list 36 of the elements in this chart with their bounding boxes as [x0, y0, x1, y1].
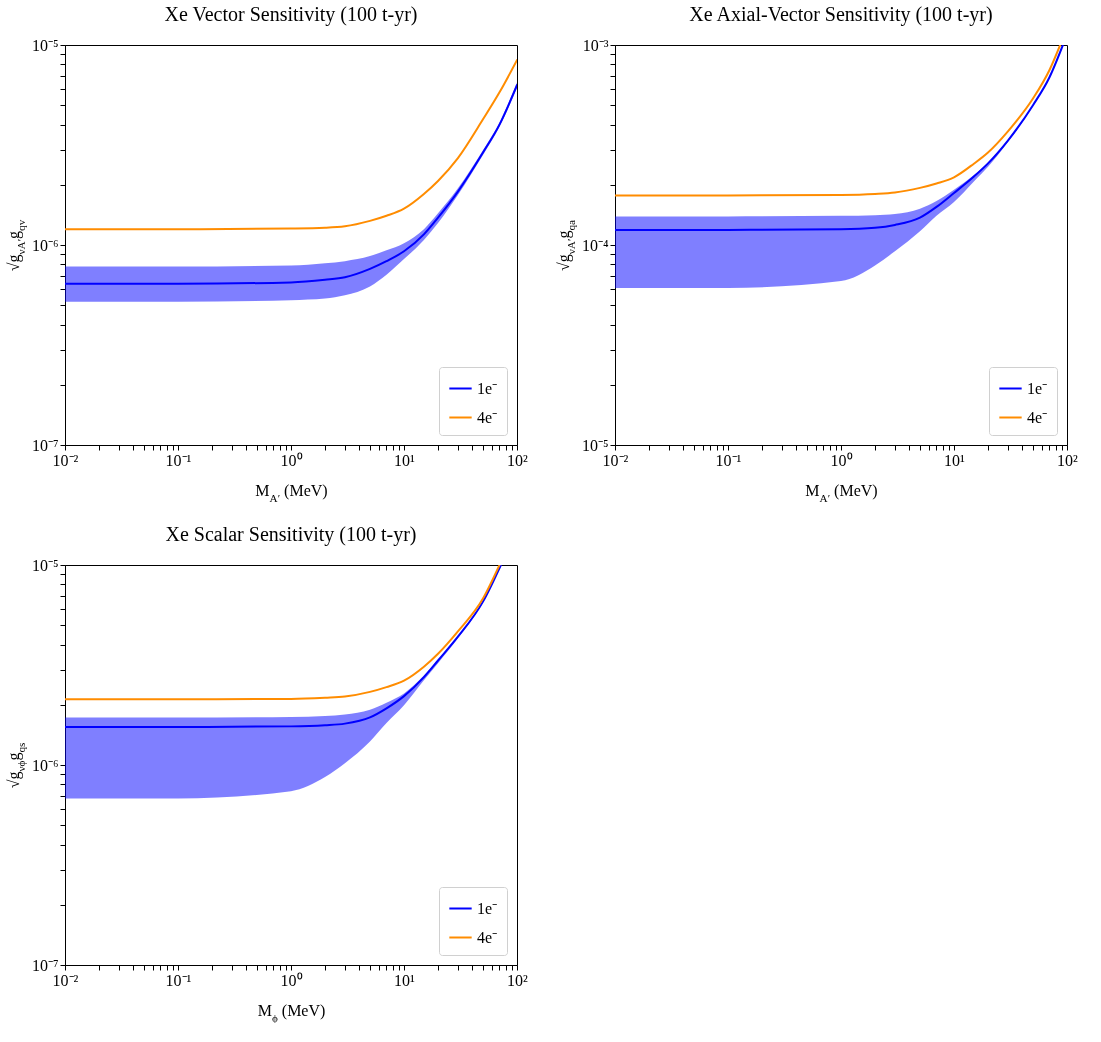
y-tick-label: 10⁻⁵: [581, 436, 609, 454]
legend-label: 1e⁻: [1027, 379, 1048, 397]
x-axis-title: M$_{A′}$ (MeV): [255, 481, 328, 504]
legend-label: 1e⁻: [477, 899, 498, 917]
x-tick-label: 10⁻²: [52, 451, 79, 469]
x-tick-label: 10¹: [394, 451, 416, 469]
x-tick-label: 10⁻¹: [165, 971, 192, 989]
y-tick-label: 10⁻⁷: [31, 436, 59, 454]
x-tick-label: 10⁻²: [52, 971, 79, 989]
x-axis-title: M$_{ϕ}$ (MeV): [257, 1001, 326, 1024]
x-tick-label: 10¹: [944, 451, 966, 469]
x-tick-label: 10²: [507, 971, 529, 989]
x-tick-label: 10⁻¹: [715, 451, 742, 469]
x-tick-label: 10⁰: [280, 451, 303, 469]
x-tick-label: 10²: [1057, 451, 1079, 469]
x-tick-label: 10⁻¹: [165, 451, 192, 469]
legend-label: 1e⁻: [477, 379, 498, 397]
x-tick-label: 10⁰: [830, 451, 853, 469]
y-tick-label: 10⁻⁵: [31, 36, 59, 54]
y-tick-label: 10⁻⁶: [31, 756, 59, 774]
x-axis-title: M$_{A′}$ (MeV): [805, 481, 878, 504]
chart-title: Xe Axial-Vector Sensitivity (100 t-yr): [689, 3, 993, 26]
chart-title: Xe Scalar Sensitivity (100 t-yr): [165, 523, 417, 546]
y-tick-label: 10⁻³: [582, 36, 609, 54]
y-tick-label: 10⁻⁷: [31, 956, 59, 974]
legend-label: 4e⁻: [477, 928, 498, 946]
x-tick-label: 10²: [507, 451, 529, 469]
legend-label: 4e⁻: [1027, 408, 1048, 426]
y-tick-label: 10⁻⁴: [581, 236, 609, 254]
x-tick-label: 10¹: [394, 971, 416, 989]
legend-label: 4e⁻: [477, 408, 498, 426]
x-tick-label: 10⁻²: [602, 451, 629, 469]
x-tick-label: 10⁰: [280, 971, 303, 989]
y-tick-label: 10⁻⁶: [31, 236, 59, 254]
y-tick-label: 10⁻⁵: [31, 556, 59, 574]
chart-title: Xe Vector Sensitivity (100 t-yr): [164, 3, 418, 26]
